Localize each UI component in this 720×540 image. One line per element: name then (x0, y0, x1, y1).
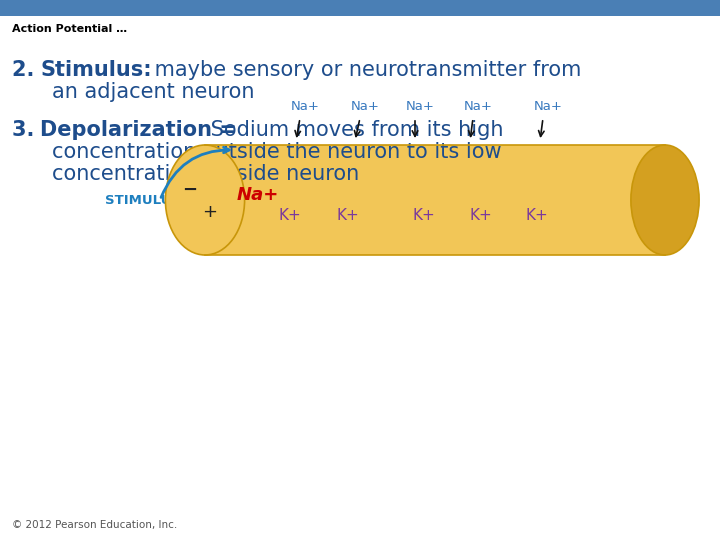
Text: Na+: Na+ (405, 100, 434, 113)
Text: Na+: Na+ (534, 100, 562, 113)
Text: K+: K+ (526, 207, 549, 222)
Ellipse shape (631, 145, 699, 255)
Text: 2.: 2. (12, 60, 42, 80)
Bar (0, 0, 720, 16)
Text: K+: K+ (469, 207, 492, 222)
Text: © 2012 Pearson Education, Inc.: © 2012 Pearson Education, Inc. (12, 520, 177, 530)
Text: Depolarization =: Depolarization = (40, 120, 237, 140)
Text: 3.: 3. (12, 120, 42, 140)
Text: Na+: Na+ (237, 186, 279, 204)
Text: concentration t inside neuron: concentration t inside neuron (52, 164, 359, 184)
Text: −: − (182, 181, 197, 199)
Text: Stimulus:: Stimulus: (40, 60, 152, 80)
Text: an adjacent neuron: an adjacent neuron (52, 82, 254, 102)
Text: K+: K+ (413, 207, 436, 222)
Text: Na+: Na+ (351, 100, 379, 113)
Text: Sodium moves from its high: Sodium moves from its high (204, 120, 503, 140)
Text: concentration outside the neuron to its low: concentration outside the neuron to its … (52, 142, 502, 162)
Text: K+: K+ (279, 207, 302, 222)
Text: K+: K+ (337, 207, 359, 222)
Text: +: + (202, 203, 217, 221)
Text: Action Potential …: Action Potential … (12, 24, 127, 34)
Text: maybe sensory or neurotransmitter from: maybe sensory or neurotransmitter from (148, 60, 581, 80)
Ellipse shape (166, 145, 245, 255)
Text: Na+: Na+ (291, 100, 320, 113)
Text: STIMULUS: STIMULUS (105, 194, 181, 207)
Bar (205, 145, 665, 255)
Text: Na+: Na+ (464, 100, 492, 113)
